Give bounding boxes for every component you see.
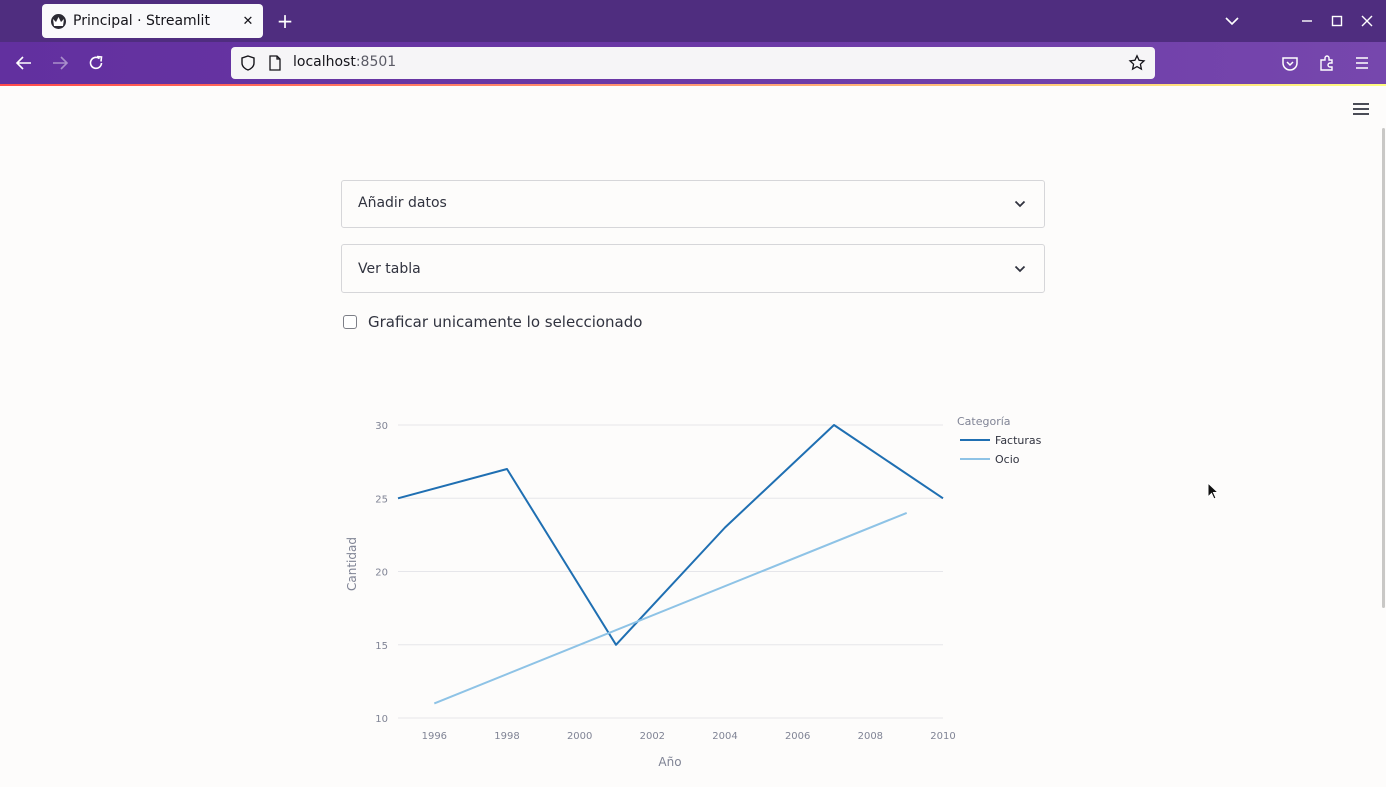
line-chart[interactable]: 10 15 20 25 30 1996 1998 2000 2002 2004 2006 2008 2… [330, 400, 1050, 780]
url-text[interactable]: localhost:8501 [293, 54, 396, 70]
streamlit-main-menu-icon[interactable] [1352, 101, 1370, 117]
reload-icon[interactable] [84, 52, 108, 74]
browser-tab-bar: Principal · Streamlit ✕ + [0, 0, 1386, 42]
chevron-down-icon [1014, 265, 1026, 273]
chart-legend[interactable]: Categoría Facturas Ocio [957, 415, 1042, 466]
y-tick-label: 30 [375, 421, 388, 432]
expander-label: Ver tabla [358, 261, 421, 277]
streamlit-crown-icon [51, 13, 66, 29]
tab-title: Principal · Streamlit [73, 13, 210, 29]
list-tabs-icon[interactable] [1220, 10, 1244, 32]
view-table-expander[interactable]: Ver tabla [341, 244, 1045, 293]
minimize-icon[interactable] [1295, 10, 1319, 32]
x-tick-label: 2002 [640, 731, 665, 742]
back-arrow-icon[interactable] [12, 52, 36, 74]
checkbox-label: Graficar unicamente lo seleccionado [368, 313, 643, 331]
url-port: :8501 [355, 54, 397, 70]
y-tick-label: 10 [375, 714, 388, 725]
close-tab-icon[interactable]: ✕ [242, 13, 254, 29]
expander-label: Añadir datos [358, 195, 447, 211]
x-tick-label: 2010 [930, 731, 955, 742]
shield-icon[interactable] [239, 54, 257, 72]
close-window-icon[interactable] [1355, 10, 1379, 32]
chart-grid [398, 424, 943, 719]
y-tick-label: 25 [375, 494, 388, 505]
x-tick-label: 2006 [785, 731, 810, 742]
x-axis-label: Año [658, 755, 681, 769]
x-tick-label: 2004 [712, 731, 737, 742]
y-axis-ticks: 10 15 20 25 30 [375, 421, 388, 725]
maximize-icon[interactable] [1325, 10, 1349, 32]
forward-arrow-icon[interactable] [48, 52, 72, 74]
legend-title: Categoría [957, 415, 1011, 428]
mouse-cursor-icon [1207, 482, 1220, 500]
x-tick-label: 2008 [858, 731, 883, 742]
chart-series[interactable] [397, 424, 944, 705]
streamlit-decoration-line [0, 84, 1386, 86]
series-line-facturas[interactable] [397, 424, 944, 646]
add-data-expander[interactable]: Añadir datos [341, 180, 1045, 228]
page-icon[interactable] [267, 54, 283, 72]
page-scrollbar[interactable] [1382, 128, 1385, 608]
x-tick-label: 2000 [567, 731, 592, 742]
legend-label: Facturas [995, 434, 1042, 447]
app-menu-icon[interactable] [1350, 52, 1374, 74]
pocket-icon[interactable] [1278, 52, 1302, 74]
address-bar[interactable]: localhost:8501 [231, 47, 1155, 79]
series-line-ocio[interactable] [433, 511, 908, 705]
y-axis-label: Cantidad [345, 537, 359, 591]
plot-selected-checkbox-row[interactable]: Graficar unicamente lo seleccionado [343, 312, 642, 332]
x-axis-ticks: 1996 1998 2000 2002 2004 2006 2008 2010 [422, 731, 956, 742]
browser-tab[interactable]: Principal · Streamlit ✕ [42, 4, 263, 38]
y-tick-label: 20 [375, 568, 388, 579]
chevron-down-icon [1014, 200, 1026, 208]
url-host: localhost [293, 54, 356, 70]
plot-selected-checkbox[interactable] [343, 315, 357, 329]
bookmark-star-icon[interactable] [1128, 54, 1146, 72]
legend-label: Ocio [995, 453, 1020, 466]
new-tab-button[interactable]: + [276, 9, 294, 33]
x-tick-label: 1996 [422, 731, 447, 742]
x-tick-label: 1998 [494, 731, 519, 742]
y-tick-label: 15 [375, 641, 388, 652]
extensions-icon[interactable] [1315, 52, 1339, 74]
